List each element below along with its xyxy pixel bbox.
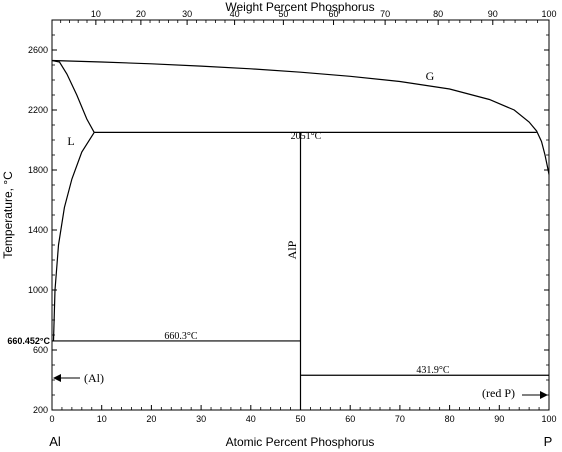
bottom-tick-label: 40	[246, 414, 256, 424]
gas-boundary-curve	[51, 59, 550, 175]
bottom-axis-title: Atomic Percent Phosphorus	[226, 435, 375, 449]
red-p-label: (red P)	[482, 386, 515, 400]
top-tick-label: 70	[380, 9, 390, 19]
al-solid-label: (Al)	[84, 371, 104, 385]
invariant-2051-label: 2051°C	[291, 131, 322, 142]
bottom-tick-label: 10	[97, 414, 107, 424]
bottom-tick-label: 100	[541, 414, 556, 424]
top-tick-label: 40	[230, 9, 240, 19]
top-tick-label: 50	[278, 9, 288, 19]
bottom-tick-label: 30	[196, 414, 206, 424]
al-solid-arrow-head	[53, 374, 61, 382]
left-tick-label: 2600	[28, 45, 48, 55]
invariant-432-label: 431.9°C	[416, 365, 449, 376]
left-axis-title: Temperature, °C	[1, 171, 15, 259]
right-element-label: P	[544, 434, 553, 449]
curve-layer	[51, 59, 550, 410]
bottom-tick-label: 80	[445, 414, 455, 424]
top-tick-label: 100	[541, 9, 556, 19]
top-tick-label: 80	[433, 9, 443, 19]
bottom-tick-label: 0	[49, 414, 54, 424]
top-tick-label: 60	[329, 9, 339, 19]
gas-region-label: G	[426, 69, 435, 83]
left-tick-label: 200	[33, 405, 48, 415]
liquid-region-label: L	[67, 134, 74, 148]
bottom-tick-label: 90	[494, 414, 504, 424]
red-p-arrow-head	[540, 391, 548, 399]
bottom-tick-label: 50	[295, 414, 305, 424]
liquidus-lower-curve	[52, 132, 95, 342]
top-tick-label: 30	[182, 9, 192, 19]
alp-compound-label: AlP	[285, 240, 299, 259]
liquidus-upper-curve	[51, 59, 95, 133]
left-tick-label: 1400	[28, 225, 48, 235]
invariant-660-label: 660.3°C	[164, 331, 197, 342]
top-tick-label: 90	[488, 9, 498, 19]
left-element-label: Al	[49, 434, 61, 449]
bottom-tick-label: 70	[395, 414, 405, 424]
al-melting-point-tick-label: 660.452°C	[7, 336, 50, 346]
top-tick-label: 10	[91, 9, 101, 19]
left-tick-label: 1000	[28, 285, 48, 295]
left-tick-label: 2200	[28, 105, 48, 115]
bottom-tick-label: 60	[345, 414, 355, 424]
left-tick-label: 1800	[28, 165, 48, 175]
left-tick-label: 600	[33, 345, 48, 355]
top-tick-label: 20	[136, 9, 146, 19]
top-axis-title: Weight Percent Phosphorus	[225, 0, 374, 14]
bottom-tick-label: 20	[146, 414, 156, 424]
tick-layer: 0 10 20 30 40 50 60 70 80 90 100 10 20 30 40 50 60 70 80 90…	[7, 9, 556, 424]
